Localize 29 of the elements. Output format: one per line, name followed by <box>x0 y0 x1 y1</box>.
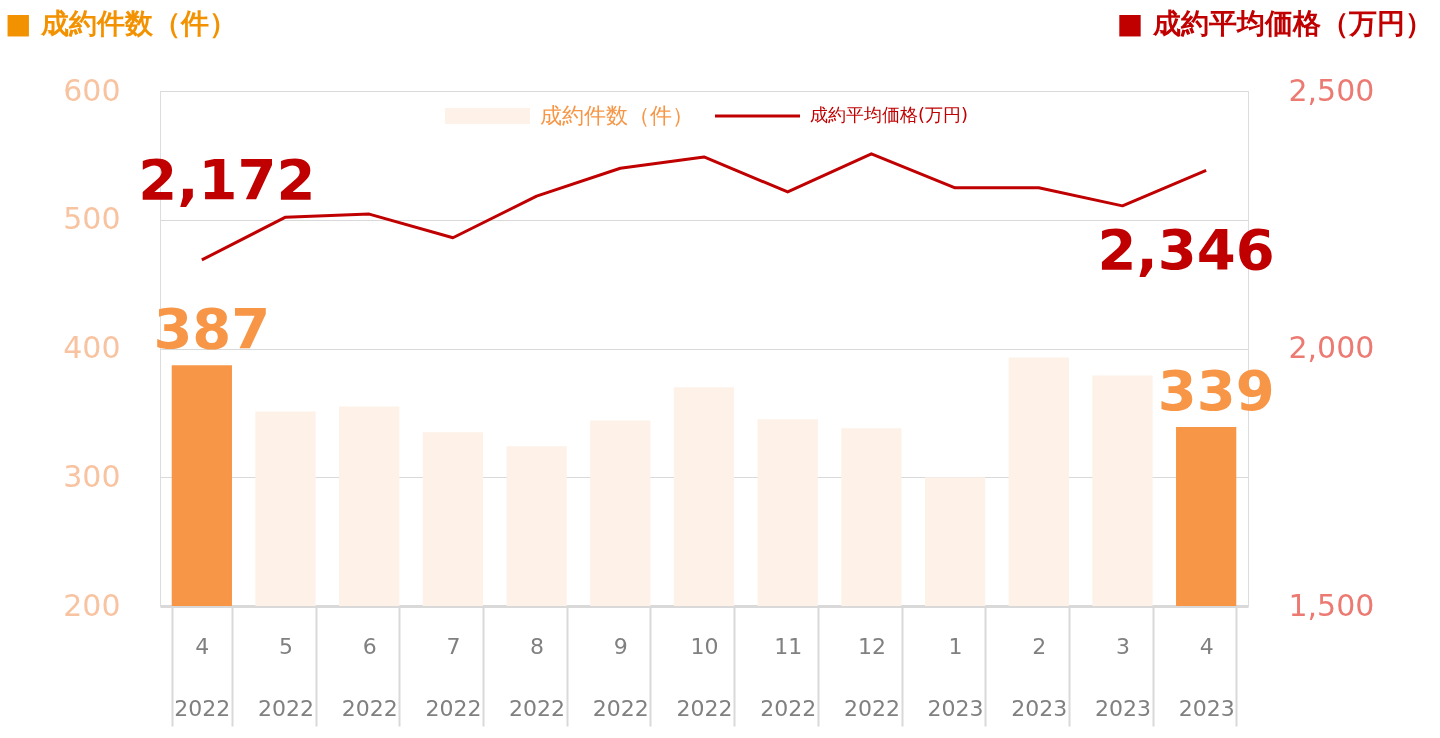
category-label: 4 2023 <box>1178 633 1235 721</box>
category-label: 11 2022 <box>760 633 817 721</box>
y2-axis-title: ■ 成約平均価格（万円） <box>1116 7 1433 40</box>
y2-tick-label: 2,500 <box>1288 72 1375 108</box>
y-tick-label: 400 <box>63 330 121 365</box>
category-label: 5 2022 <box>258 633 315 721</box>
category-label: 10 2022 <box>676 633 733 721</box>
category-label: 4 2022 <box>174 633 231 721</box>
data-label: 2,172 <box>138 146 316 212</box>
data-label: 2,346 <box>1097 217 1275 283</box>
legend-label: 成約平均価格(万円) <box>810 104 969 125</box>
category-label: 1 2023 <box>927 633 984 721</box>
category-label: 6 2022 <box>341 633 398 721</box>
data-label: 339 <box>1157 358 1275 424</box>
category-label: 12 2022 <box>843 633 900 721</box>
category-label: 8 2022 <box>509 633 566 721</box>
category-label: 7 2022 <box>425 633 482 721</box>
y-tick-label: 600 <box>63 72 121 108</box>
legend-label: 成約件数（件） <box>540 103 694 128</box>
category-label: 9 2022 <box>592 633 649 721</box>
data-label: 387 <box>153 296 271 362</box>
category-label: 3 2023 <box>1094 633 1151 721</box>
y-tick-label: 300 <box>63 458 121 494</box>
category-label: 2 2023 <box>1011 633 1068 721</box>
y-tick-label: 200 <box>63 587 121 623</box>
y-axis-title: ■ 成約件数（件） <box>5 7 238 40</box>
y2-tick-label: 2,000 <box>1288 330 1375 365</box>
y2-tick-label: 1,500 <box>1288 587 1375 623</box>
y-tick-label: 500 <box>63 201 121 237</box>
